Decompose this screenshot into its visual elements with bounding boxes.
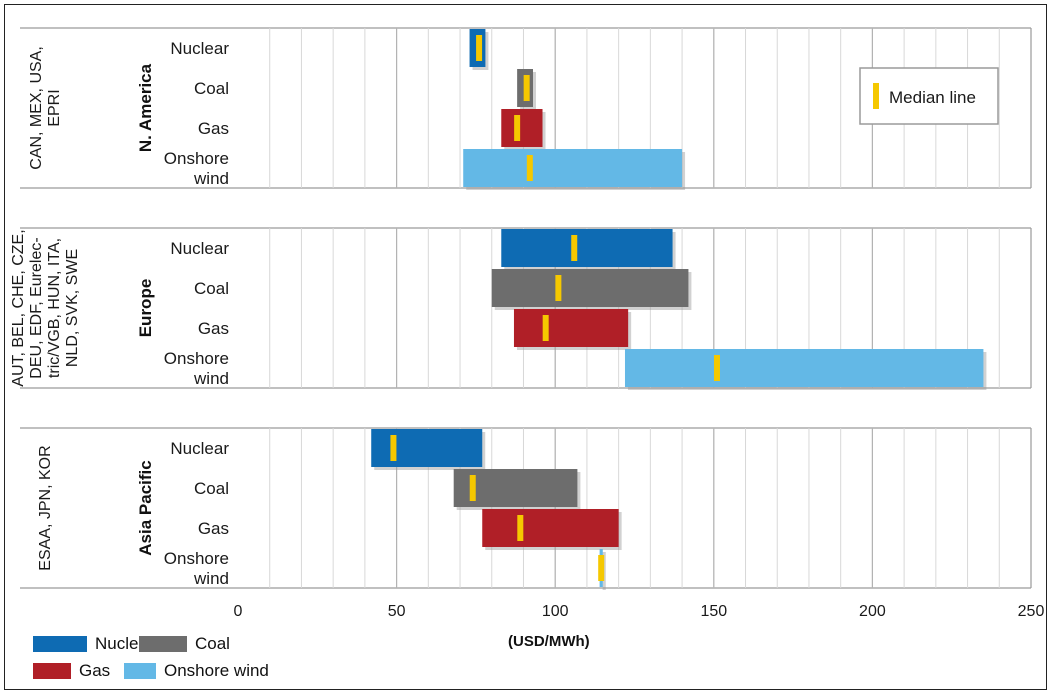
bar-coal-europe	[491, 269, 689, 307]
x-tick-label: 200	[859, 603, 886, 620]
region-sources-europe: DEU, EDF, Eurelec-	[28, 237, 45, 378]
category-label-onshore-wind-asia-pacific: wind	[193, 569, 229, 588]
legend-label-onshore-wind: Onshore wind	[164, 661, 269, 680]
legend-swatch-coal	[139, 636, 187, 652]
median-legend-box	[859, 67, 999, 125]
category-label-nuclear-asia-pacific: Nuclear	[170, 439, 229, 458]
region-label-n-america: N. America	[136, 63, 155, 152]
median-marker-onshore-wind-europe	[713, 355, 720, 381]
category-label-onshore-wind-n-america: wind	[193, 169, 229, 188]
category-label-gas-europe: Gas	[198, 319, 229, 338]
category-label-coal-europe: Coal	[194, 279, 229, 298]
x-axis-label: (USD/MWh)	[508, 633, 590, 650]
legend-label-coal: Coal	[195, 634, 230, 653]
bar-gas-n-america	[501, 109, 543, 147]
bar-nuclear-europe	[501, 229, 673, 267]
bar-onshore-wind-n-america	[463, 149, 683, 187]
legend-item-onshore-wind: Onshore wind	[124, 661, 269, 681]
median-marker-onshore-wind-n-america	[526, 155, 533, 181]
median-marker-onshore-wind-asia-pacific	[598, 555, 605, 581]
legend-swatch-onshore-wind	[124, 663, 156, 679]
legend-item-coal: Coal	[139, 634, 230, 654]
median-legend-swatch	[873, 83, 879, 109]
region-label-asia-pacific: Asia Pacific	[136, 460, 155, 555]
x-tick-label: 50	[388, 603, 406, 620]
median-marker-nuclear-n-america	[476, 35, 483, 61]
category-label-nuclear-n-america: Nuclear	[170, 39, 229, 58]
legend-label-nuclear: Nuclear	[95, 634, 154, 653]
region-sources-europe: NLD, SVK, SWE	[64, 249, 81, 367]
median-marker-gas-n-america	[514, 115, 521, 141]
region-sources-europe: tric/VGB, HUN, ITA,	[46, 238, 63, 378]
median-marker-nuclear-europe	[571, 235, 578, 261]
region-sources-n-america: EPRI	[46, 89, 63, 126]
region-sources-europe: AUT, BEL, CHE, CZE,	[10, 229, 27, 386]
median-marker-gas-europe	[542, 315, 549, 341]
region-label-europe: Europe	[136, 279, 155, 338]
bar-gas-europe	[513, 309, 629, 347]
x-tick-label: 150	[700, 603, 727, 620]
x-tick-label: 250	[1018, 603, 1045, 620]
category-label-onshore-wind-n-america: Onshore	[164, 149, 229, 168]
legend-swatch-nuclear	[33, 636, 87, 652]
x-tick-label: 100	[542, 603, 569, 620]
region-sources-n-america: CAN, MEX, USA,	[28, 46, 45, 170]
category-label-nuclear-europe: Nuclear	[170, 239, 229, 258]
category-label-gas-asia-pacific: Gas	[198, 519, 229, 538]
category-label-coal-n-america: Coal	[194, 79, 229, 98]
bar-gas-asia-pacific	[482, 509, 619, 547]
region-sources-asia-pacific: ESAA, JPN, KOR	[37, 445, 54, 570]
legend-swatch-gas	[33, 663, 71, 679]
chart-frame	[4, 4, 1047, 690]
bar-nuclear-asia-pacific	[371, 429, 483, 467]
category-label-onshore-wind-asia-pacific: Onshore	[164, 549, 229, 568]
category-label-coal-asia-pacific: Coal	[194, 479, 229, 498]
x-tick-label: 0	[234, 603, 243, 620]
category-label-onshore-wind-europe: Onshore	[164, 349, 229, 368]
median-marker-nuclear-asia-pacific	[390, 435, 397, 461]
median-marker-coal-n-america	[523, 75, 530, 101]
median-marker-gas-asia-pacific	[517, 515, 524, 541]
median-marker-coal-europe	[555, 275, 562, 301]
median-legend-label: Median line	[889, 88, 976, 107]
category-label-gas-n-america: Gas	[198, 119, 229, 138]
legend-item-nuclear: Nuclear	[33, 634, 154, 654]
legend-label-gas: Gas	[79, 661, 111, 680]
legend-item-gas: Gas	[33, 661, 110, 681]
category-label-onshore-wind-europe: wind	[193, 369, 229, 388]
bar-onshore-wind-europe	[624, 349, 984, 387]
median-marker-coal-asia-pacific	[469, 475, 476, 501]
